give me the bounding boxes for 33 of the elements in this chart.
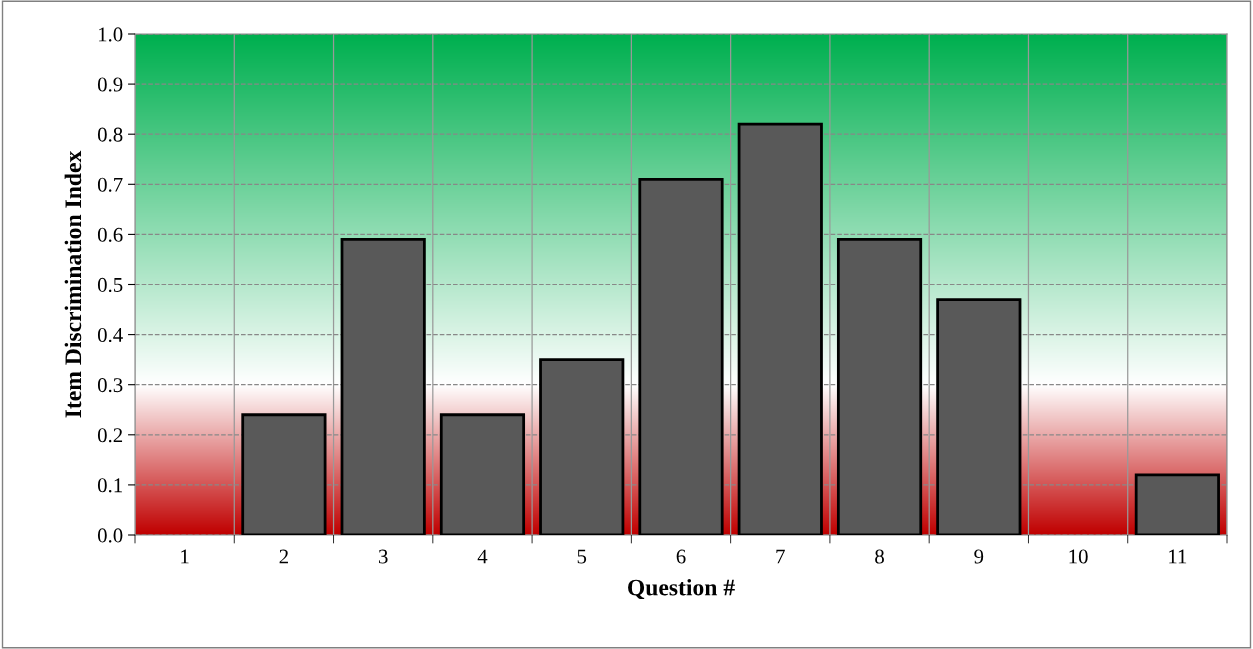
bar [737, 122, 823, 535]
bar [539, 358, 625, 535]
bar [340, 238, 426, 535]
x-tick-label: 1 [181, 549, 189, 564]
y-tick-label: 0.9 [97, 77, 123, 92]
y-tick-label: 0.7 [97, 177, 123, 192]
x-tick-label: 11 [1169, 549, 1187, 564]
x-axis-title: Question # [628, 578, 735, 600]
x-tick-label: 10 [1069, 549, 1088, 564]
bar [638, 177, 724, 535]
y-tick-label: 0.4 [97, 327, 123, 343]
x-tick-label: 9 [974, 549, 984, 564]
x-tick-label: 3 [378, 549, 388, 564]
y-tick-label: 0.6 [97, 227, 123, 242]
bar [439, 413, 526, 535]
y-tick-label: 1.0 [98, 27, 123, 42]
bar [936, 298, 1022, 535]
y-tick-label: 0.1 [97, 478, 122, 493]
y-axis-title: Item Discrimination Index [64, 150, 82, 418]
bar [1134, 473, 1220, 535]
y-tick-label: 0.0 [97, 528, 123, 543]
y-tick-label: 0.3 [97, 378, 123, 393]
x-tick-label: 4 [477, 549, 488, 564]
bar [241, 413, 327, 535]
y-tick-label: 0.5 [97, 277, 123, 293]
y-tick-label: 0.2 [97, 428, 123, 443]
y-tick-label: 0.8 [97, 127, 123, 142]
x-tick-label: 2 [279, 549, 288, 564]
x-tick-label: 6 [676, 549, 686, 564]
x-tick-label: 7 [776, 549, 785, 564]
x-tick-label: 8 [875, 549, 884, 564]
bar [836, 238, 923, 535]
x-tick-label: 5 [577, 549, 587, 564]
